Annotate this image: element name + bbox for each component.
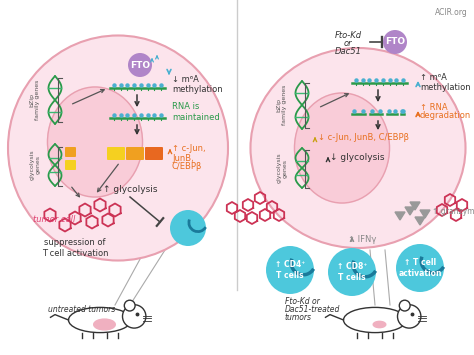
Text: ↑ c-Jun,: ↑ c-Jun, (172, 144, 206, 153)
Text: FTO: FTO (130, 60, 150, 70)
Circle shape (383, 30, 407, 54)
FancyBboxPatch shape (107, 147, 125, 160)
FancyBboxPatch shape (145, 147, 163, 160)
Circle shape (124, 300, 135, 311)
Polygon shape (415, 217, 425, 225)
Polygon shape (395, 212, 405, 220)
Text: RNA is
maintained: RNA is maintained (172, 102, 220, 122)
Text: tumors: tumors (285, 313, 312, 322)
Text: ↑ CD8⁺
T cells: ↑ CD8⁺ T cells (337, 262, 367, 282)
Text: or: or (344, 38, 352, 48)
Text: ↑ glycolysis: ↑ glycolysis (103, 186, 157, 195)
Circle shape (398, 305, 421, 328)
Text: JunB,: JunB, (172, 154, 194, 163)
Text: degradation: degradation (420, 111, 471, 120)
Text: ↓ c-Jun, JunB, C/EBPβ: ↓ c-Jun, JunB, C/EBPβ (318, 133, 409, 142)
Circle shape (170, 210, 206, 246)
Text: Fto-Kd or: Fto-Kd or (285, 297, 320, 306)
Text: glycolysis
genes: glycolysis genes (277, 153, 287, 183)
Text: tumor cell: tumor cell (33, 215, 75, 224)
Ellipse shape (373, 321, 386, 328)
Circle shape (328, 248, 376, 296)
Polygon shape (405, 207, 415, 215)
Text: ↑ IFNγ: ↑ IFNγ (348, 235, 376, 245)
Ellipse shape (294, 93, 390, 203)
Text: ↑ RNA: ↑ RNA (420, 103, 447, 112)
Ellipse shape (344, 307, 407, 333)
Text: ↑ m⁶A
methylation: ↑ m⁶A methylation (420, 73, 471, 92)
Text: bZip
family genes: bZip family genes (29, 80, 40, 120)
Text: bZip
family genes: bZip family genes (277, 85, 287, 125)
Text: ACIR.org: ACIR.org (435, 8, 468, 17)
Text: Dac51-treated: Dac51-treated (285, 306, 340, 315)
Text: ↑ CD4⁺
T cells: ↑ CD4⁺ T cells (275, 260, 305, 280)
FancyBboxPatch shape (65, 160, 76, 170)
Circle shape (128, 53, 152, 77)
Text: glycolysis
genes: glycolysis genes (29, 150, 40, 180)
Circle shape (266, 246, 314, 294)
Circle shape (396, 244, 444, 292)
Ellipse shape (250, 48, 465, 248)
Text: ↑ T cell
activation: ↑ T cell activation (398, 258, 442, 278)
Ellipse shape (69, 307, 131, 333)
Text: suppression of
T cell activation: suppression of T cell activation (42, 238, 108, 258)
Circle shape (399, 300, 410, 311)
Text: C/EBPβ: C/EBPβ (172, 162, 202, 171)
Ellipse shape (8, 36, 228, 261)
Ellipse shape (94, 319, 115, 330)
Circle shape (122, 305, 146, 328)
Text: FTO: FTO (385, 38, 405, 47)
FancyBboxPatch shape (126, 147, 144, 160)
Polygon shape (420, 210, 430, 218)
FancyBboxPatch shape (65, 147, 76, 157)
Text: ↓ m⁶A
methylation: ↓ m⁶A methylation (172, 75, 223, 94)
Text: ↑ granzyme B: ↑ granzyme B (432, 208, 474, 217)
Text: ↓ glycolysis: ↓ glycolysis (330, 153, 384, 163)
Text: untreated tumors: untreated tumors (48, 306, 115, 315)
Text: Dac51: Dac51 (335, 47, 362, 55)
Polygon shape (410, 202, 420, 210)
Ellipse shape (47, 87, 143, 197)
Text: Fto-Kd: Fto-Kd (335, 31, 362, 39)
